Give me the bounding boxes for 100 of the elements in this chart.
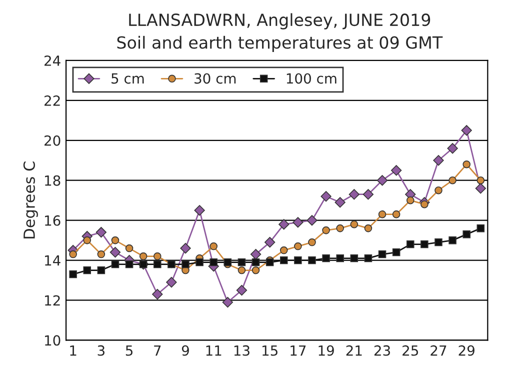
point	[447, 143, 458, 154]
y-tick-label: 22	[44, 95, 60, 106]
point	[336, 254, 344, 262]
point	[69, 270, 77, 278]
point	[152, 288, 163, 300]
x-tick-label: 11	[206, 345, 222, 356]
x-tick-label: 15	[262, 345, 278, 356]
y-tick-label: 20	[44, 135, 60, 146]
chart-title: LLANSADWRN, Anglesey, JUNE 2019	[129, 13, 430, 30]
y-tick-label: 14	[45, 255, 60, 266]
x-tick-label: 29	[458, 345, 474, 356]
point	[390, 165, 402, 176]
point	[110, 246, 121, 258]
point	[125, 260, 134, 268]
point	[378, 210, 386, 218]
point	[434, 186, 442, 194]
point	[278, 218, 290, 230]
x-tick-label: 27	[430, 345, 446, 356]
point	[350, 220, 358, 228]
point	[196, 258, 204, 266]
point	[420, 200, 428, 208]
point	[154, 260, 162, 268]
point	[292, 216, 304, 228]
point	[406, 196, 414, 204]
point	[378, 250, 386, 258]
point	[462, 160, 470, 168]
point	[125, 244, 134, 252]
x-tick-label: 17	[290, 345, 306, 356]
point	[376, 175, 388, 186]
point	[210, 258, 218, 266]
x-tick-label: 3	[98, 345, 104, 356]
point	[264, 236, 276, 248]
x-tick-label: 13	[234, 345, 250, 356]
x-tick-label: 7	[154, 345, 161, 356]
point	[476, 176, 485, 184]
point	[448, 176, 456, 184]
point	[308, 238, 316, 246]
point	[334, 197, 346, 208]
point	[238, 258, 246, 266]
point	[166, 276, 177, 288]
point	[320, 191, 332, 202]
point	[111, 236, 120, 244]
point	[420, 240, 428, 248]
point	[434, 238, 442, 246]
point	[322, 226, 330, 234]
point	[154, 252, 162, 260]
x-tick-label: 21	[346, 345, 362, 356]
point	[83, 266, 92, 274]
point	[180, 242, 191, 254]
point	[448, 236, 456, 244]
point	[406, 240, 414, 248]
point	[462, 230, 470, 238]
point	[252, 266, 260, 274]
point	[252, 258, 260, 266]
point	[475, 183, 486, 194]
y-tick-label: 16	[45, 215, 60, 226]
y-tick-label: 12	[45, 295, 60, 306]
point	[392, 248, 400, 256]
point	[348, 189, 360, 200]
point	[238, 266, 246, 274]
point	[236, 284, 248, 296]
chart-subtitle: Soil and earth temperatures at 09 GMT	[117, 36, 443, 52]
x-tick-label: 25	[402, 345, 418, 356]
point	[250, 248, 262, 260]
point	[308, 256, 316, 264]
point	[280, 246, 288, 254]
point	[461, 125, 472, 136]
point	[111, 260, 120, 268]
y-tick-label: 24	[44, 55, 60, 66]
point	[364, 224, 372, 232]
x-tick-label: 23	[374, 345, 390, 356]
legend-label: 100 cm	[286, 73, 336, 84]
point	[350, 254, 358, 262]
x-tick-label: 19	[318, 345, 334, 356]
x-tick-label: 5	[126, 345, 132, 356]
point	[69, 250, 77, 258]
point	[476, 224, 485, 232]
point	[294, 256, 302, 264]
x-tick-label: 1	[70, 345, 76, 356]
point	[139, 252, 148, 260]
point	[83, 236, 92, 244]
y-axis-title: Degrees C	[23, 162, 38, 238]
legend-label: 30 cm	[194, 73, 236, 84]
y-tick-label: 10	[45, 335, 60, 346]
point	[336, 224, 344, 232]
point	[210, 242, 218, 250]
point	[96, 226, 107, 238]
point	[392, 210, 400, 218]
point	[194, 205, 205, 216]
y-tick-label: 18	[45, 175, 60, 186]
x-tick-label: 9	[182, 345, 189, 356]
point	[294, 242, 302, 250]
point	[182, 260, 190, 268]
point	[280, 256, 288, 264]
point	[97, 250, 106, 258]
point	[433, 155, 444, 166]
point	[362, 189, 374, 200]
point	[306, 214, 318, 226]
point	[97, 266, 106, 274]
point	[222, 296, 233, 308]
